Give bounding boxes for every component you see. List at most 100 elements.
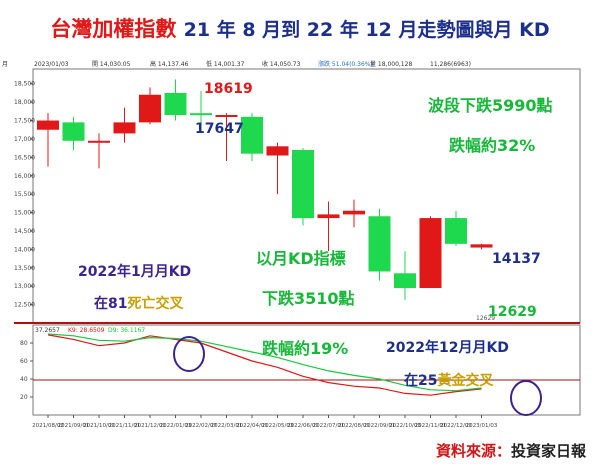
price-tick-label: 14,500 (14, 228, 35, 235)
date-tick-label: 2023/01/03 (466, 423, 498, 429)
date-tick-label: 2022/05/03 (262, 423, 294, 429)
toolbar-item: 收 14,050.73 (262, 60, 301, 68)
annotation-wave-pct: 跌幅約32% (449, 136, 535, 155)
title-sub: 21 年 8 月到 22 年 12 月走勢圖與月 KD (183, 19, 550, 41)
candles (37, 79, 493, 300)
toolbar-item: 11,286(6963) (430, 61, 471, 68)
candle-body (215, 115, 238, 118)
toolbar-item: 漲跌 51.04(0.36%) (318, 60, 373, 68)
price-tick-label: 17,000 (14, 136, 35, 143)
candle-body (317, 214, 340, 219)
annotation-dead-cross: 在81死亡交叉 (94, 295, 184, 312)
price-tick-label: 14,000 (14, 246, 35, 253)
candle (113, 107, 136, 143)
source-label: 資料來源： (435, 442, 511, 460)
kd-header-k-label: 37.2657 (35, 327, 60, 334)
candle-body (266, 146, 289, 156)
date-tick-label: 2022/11/01 (415, 423, 447, 429)
annotation-wave-drop: 波段下跌5990點 (428, 96, 553, 115)
annotation-gold-cross-word: 黃金交叉 (436, 372, 494, 389)
candle (419, 216, 442, 289)
candle (164, 79, 187, 121)
price-tick-label: 16,000 (14, 173, 35, 180)
candle-body (368, 216, 391, 272)
annotation-12629-small: 12629 (476, 315, 495, 322)
price-tick-label: 15,000 (14, 210, 35, 217)
kd-tick-label: 40 (20, 376, 28, 383)
annotation-drop-pct: 跌幅約19% (262, 339, 348, 358)
date-tick-label: 2021/11/01 (109, 423, 141, 429)
date-tick-label: 2022/01/03 (160, 423, 192, 429)
candle (215, 113, 238, 162)
candle (445, 210, 467, 246)
price-axis: 18,500 18,000 17,500 17,000 16,500 16,000 15,5… (14, 81, 35, 309)
source-note: 資料來源：投資家日報 (436, 440, 586, 461)
gold-cross-circle (510, 380, 542, 416)
candle-body (139, 94, 161, 123)
candle (368, 208, 391, 281)
toolbar-item: 低 14,001.37 (206, 60, 245, 68)
date-tick-label: 2022/02/07 (185, 423, 217, 429)
price-tick-label: 13,500 (14, 265, 35, 272)
candle-body (394, 273, 416, 289)
candle-body (62, 122, 85, 141)
kd-header-k-value: K9: 28.6509 (68, 327, 105, 334)
candle (62, 116, 85, 150)
date-tick-label: 2022/03/01 (211, 423, 243, 429)
candle (292, 148, 314, 226)
candle (317, 201, 340, 252)
date-tick-label: 2021/08/02 (32, 423, 64, 429)
candle (470, 243, 493, 250)
source-name: 投資家日報 (510, 442, 586, 460)
candle (139, 87, 161, 125)
toolbar-item: 2023/01/03 (34, 61, 69, 68)
toolbar-item: 月 (2, 61, 8, 68)
kd-line-d9 (47, 333, 482, 392)
candle (88, 133, 110, 169)
price-tick-label: 17,500 (14, 118, 35, 125)
candle (343, 199, 365, 228)
candle-body (190, 113, 212, 116)
date-tick-label: 2022/09/01 (364, 423, 396, 429)
annotation-14137: 14137 (492, 251, 541, 267)
date-tick-label: 2022/04/01 (236, 423, 268, 429)
price-tick-label: 13,000 (14, 283, 35, 290)
toolbar: 月 2023/01/03 開 14,030.05 高 14,137.46 低 14,00… (2, 60, 471, 68)
candle-body (470, 244, 493, 248)
date-tick-label: 2022/06/01 (287, 423, 319, 429)
annotation-gold-cross-prefix: 在25 (404, 372, 437, 389)
annotation-18619: 18619 (204, 81, 253, 97)
kd-panel (32, 324, 581, 416)
date-tick-label: 2022/07/01 (313, 423, 345, 429)
kd-tick-label: 60 (20, 358, 28, 365)
candle (241, 113, 263, 162)
title-main: 台灣加權指數 (50, 17, 177, 41)
annotation-17647: 17647 (195, 121, 244, 137)
annotation-dead-cross-prefix: 在81 (94, 295, 127, 312)
price-tick-label: 16,500 (14, 154, 35, 161)
candle-body (419, 218, 442, 289)
annotation-dead-cross-word: 死亡交叉 (126, 295, 184, 312)
candle (266, 142, 289, 195)
candle-body (292, 149, 314, 219)
kd-axis: 80 60 40 20 (20, 340, 33, 401)
candle-body (113, 122, 136, 134)
date-tick-label: 2021/09/01 (58, 423, 90, 429)
annotation-jan-kd: 2022年1月月KD (78, 263, 191, 280)
candle-body (37, 120, 59, 130)
candle-body (343, 210, 365, 215)
annotation-12629: 12629 (488, 304, 537, 320)
candle-body (241, 116, 263, 154)
candle (37, 113, 59, 167)
kd-line-k9 (47, 334, 482, 396)
kd-tick-label: 80 (20, 340, 28, 347)
candle-body (88, 140, 110, 143)
price-tick-label: 12,500 (14, 302, 35, 309)
kd-lines (47, 333, 482, 396)
candle (190, 91, 212, 125)
kd-header-d-value: D9: 36.1167 (108, 327, 145, 334)
toolbar-item: 高 14,137.46 (150, 60, 189, 68)
price-tick-label: 18,500 (14, 81, 35, 88)
date-tick-label: 2021/10/01 (83, 423, 115, 429)
date-tick-label: 2022/12/01 (440, 423, 472, 429)
